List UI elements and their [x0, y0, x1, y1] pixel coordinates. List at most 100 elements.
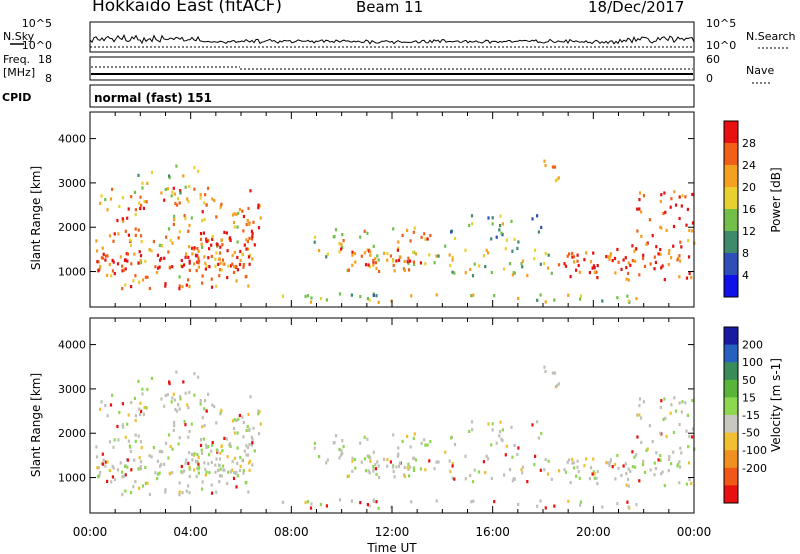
range-cell	[137, 228, 140, 232]
range-cell	[150, 249, 153, 253]
range-cell	[122, 474, 125, 478]
time-tick-label: 12:00	[375, 525, 410, 539]
range-cell	[129, 449, 132, 454]
range-cell	[242, 263, 245, 267]
range-cell	[130, 262, 133, 266]
range-cell	[210, 243, 213, 247]
range-cell	[617, 260, 620, 264]
range-cell	[663, 484, 666, 488]
range-cell	[220, 268, 223, 272]
range-cell	[360, 460, 363, 464]
range-cell	[185, 458, 188, 462]
range-cell	[134, 433, 137, 437]
range-cell	[669, 411, 672, 415]
range-cell	[127, 439, 130, 443]
range-cell	[319, 502, 322, 507]
range-cell	[606, 255, 610, 259]
range-cell	[464, 477, 467, 481]
range-cell	[664, 210, 667, 214]
range-cell	[412, 260, 415, 264]
range-cell	[375, 472, 378, 476]
range-cell	[340, 247, 343, 251]
range-cell	[646, 447, 649, 451]
range-cell	[139, 465, 142, 469]
range-cell	[175, 370, 178, 374]
range-cell	[171, 396, 174, 400]
time-tick-label: 04:00	[173, 525, 208, 539]
range-cell	[104, 404, 107, 408]
range-cell	[237, 417, 240, 421]
range-cell	[645, 448, 648, 452]
range-cell	[573, 260, 576, 264]
range-cell	[157, 472, 160, 476]
range-cell	[547, 459, 550, 463]
range-cell	[513, 271, 516, 275]
range-cell	[577, 263, 580, 268]
range-cell	[207, 392, 210, 396]
range-cell	[469, 267, 472, 272]
range-cell	[160, 191, 163, 195]
range-cell	[197, 169, 200, 173]
range-cell	[688, 434, 691, 439]
range-cell	[659, 405, 662, 410]
range-cell	[130, 491, 133, 495]
range-cell	[197, 455, 200, 459]
range-cell	[690, 481, 693, 486]
range-cell	[193, 187, 196, 191]
range-cell	[235, 418, 238, 422]
colorbar-tick-label: 28	[742, 137, 756, 150]
range-cell	[252, 426, 255, 430]
range-cell	[636, 207, 639, 211]
range-cell	[631, 450, 634, 454]
range-cell	[539, 262, 542, 266]
range-cell	[148, 248, 151, 252]
range-cell	[499, 214, 502, 218]
date-label: 18/Dec/2017	[588, 0, 685, 16]
range-cell	[611, 259, 614, 263]
nsearch-tick-bottom: 10^0	[706, 39, 736, 52]
power-panel: 1000 2000 3000 4000 Slant Range [km] 4 8 12 16…	[29, 111, 783, 308]
range-cell	[167, 250, 170, 254]
range-cell	[247, 255, 251, 259]
colorbar-tick-label: 100	[742, 356, 763, 369]
colorbar-tick-label: 8	[742, 247, 749, 260]
range-cell	[539, 293, 542, 297]
nsky-label: N.Sky	[3, 30, 35, 43]
range-cell	[191, 458, 194, 462]
range-cell	[351, 456, 354, 460]
range-cell	[197, 261, 200, 265]
range-cell	[691, 398, 694, 403]
range-cell	[177, 403, 180, 407]
range-cell	[137, 261, 140, 265]
range-cell	[232, 220, 236, 225]
range-cell	[691, 221, 695, 225]
range-cell	[377, 300, 380, 304]
range-cell	[571, 251, 574, 255]
range-cell	[490, 237, 493, 241]
range-cell	[148, 286, 151, 291]
range-cell	[464, 248, 467, 252]
range-cell	[139, 261, 143, 265]
range-cell	[444, 244, 447, 248]
range-cell	[551, 371, 554, 375]
range-cell	[414, 252, 418, 256]
range-cell	[242, 471, 245, 475]
range-cell	[178, 287, 181, 291]
range-cell	[245, 222, 248, 227]
range-cell	[638, 413, 641, 417]
range-cell	[625, 266, 628, 270]
range-cell	[243, 449, 246, 453]
range-cell	[592, 251, 595, 255]
range-cell	[281, 500, 284, 504]
range-cell	[175, 409, 179, 413]
range-cell	[592, 470, 595, 474]
range-cell	[499, 420, 502, 424]
range-cell	[622, 464, 625, 468]
range-cell	[626, 294, 629, 298]
range-cell	[99, 201, 102, 205]
range-cell	[95, 239, 98, 243]
range-cell	[134, 213, 137, 217]
range-cell	[424, 468, 427, 472]
range-cell	[553, 371, 557, 375]
range-cell	[534, 248, 537, 252]
